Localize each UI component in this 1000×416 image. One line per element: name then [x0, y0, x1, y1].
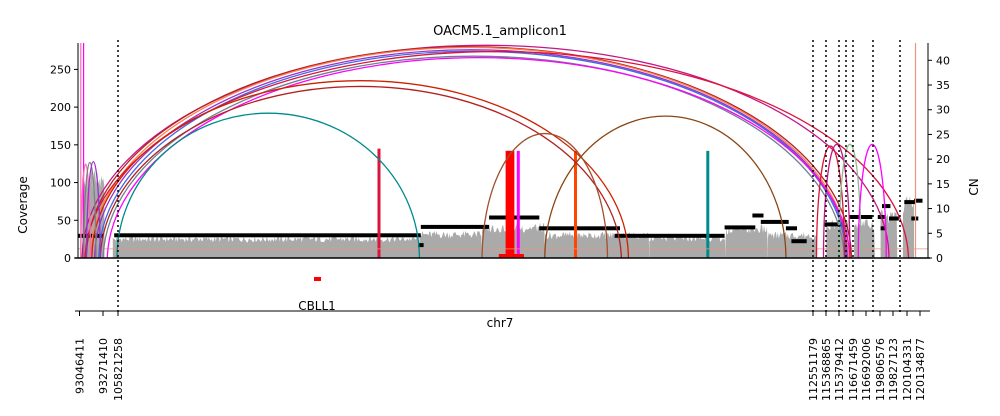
copy-number-segment [539, 226, 620, 231]
copy-number-segment [911, 216, 919, 221]
breakpoint-arc [815, 145, 846, 259]
coverage-segment [544, 231, 650, 258]
copy-number-segment [785, 226, 797, 231]
copy-number-segment [614, 233, 725, 238]
coverage-segment [112, 235, 420, 258]
breakpoint-arc [80, 163, 92, 259]
breakpoint-arc [544, 115, 787, 259]
x-axis-label: chr7 [487, 316, 514, 330]
x-tick-label: 120104331 [901, 338, 914, 401]
y2-tick-label: 30 [936, 104, 950, 117]
breakpoint-arc [481, 132, 609, 259]
y-axis-label: Coverage [16, 176, 30, 234]
x-tick-label: 112551179 [807, 338, 820, 401]
breakpoint-arc [84, 50, 910, 259]
copy-number-segment [114, 233, 421, 238]
y2-tick-label: 0 [936, 252, 943, 265]
breakpoint-arc [89, 46, 850, 259]
copy-number-segment [752, 213, 764, 218]
coverage-segment [767, 231, 817, 258]
copy-number-segment [724, 225, 756, 230]
amplification-base [498, 254, 524, 258]
y-tick-label: 200 [50, 101, 71, 114]
y-tick-label: 100 [50, 177, 71, 190]
breakpoint-arc [822, 143, 851, 259]
coverage-area-layer [82, 169, 915, 258]
copy-number-segment [420, 224, 490, 229]
coverage-segment [419, 230, 483, 258]
y-tick-label: 150 [50, 139, 71, 152]
x-tick-label: 119827123 [887, 338, 900, 401]
arc-layer [80, 44, 910, 259]
foldback-layer [78, 43, 928, 258]
segment-break-layer [117, 40, 901, 313]
x-tick-label: 116671459 [847, 338, 860, 401]
copy-number-segment [791, 239, 807, 244]
y-tick-label: 50 [57, 214, 71, 227]
y2-tick-label: 20 [936, 153, 950, 166]
breakpoint-arc [857, 143, 887, 259]
coverage-segment [902, 196, 915, 258]
breakpoint-arc [116, 112, 421, 259]
x-tick-label: 115379412 [833, 338, 846, 401]
coverage-segment [880, 209, 898, 258]
y-tick-label: 0 [64, 252, 71, 265]
y2-tick-label: 5 [936, 227, 943, 240]
chart-title: OACM5.1_amplicon1 [433, 24, 567, 39]
copy-number-segment [882, 204, 891, 209]
copy-number-segment [418, 243, 424, 248]
gene-label: CBLL1 [298, 299, 336, 313]
breakpoint-arc [94, 49, 848, 259]
breakpoint-arc [91, 80, 630, 259]
x-tick-label: 119806576 [874, 338, 887, 401]
copy-number-segment [889, 216, 899, 221]
copy-number-segment [880, 226, 887, 231]
breakpoint-arc [99, 85, 623, 259]
y2-axis-label: CN [967, 178, 981, 195]
copy-number-segment [904, 200, 916, 205]
coverage-segment [726, 224, 768, 258]
coverage-segment [854, 218, 875, 258]
axes-layer: 0 50 100 150 200 250 0 5 10 15 20 25 30 35 40 93046411 9… [50, 43, 950, 401]
breakpoint-arc [85, 46, 853, 259]
copy-number-segment [760, 219, 789, 224]
breakpoint-arc [102, 55, 846, 259]
y2-tick-label: 15 [936, 178, 950, 191]
x-tick-label: 105821258 [112, 338, 125, 401]
x-tick-label: 115368865 [820, 338, 833, 401]
x-tick-label: 93271410 [97, 338, 110, 394]
y2-tick-label: 25 [936, 128, 950, 141]
x-tick-label: 120134877 [914, 338, 927, 401]
x-tick-label: 116692006 [860, 338, 873, 401]
x-tick-label: 93046411 [74, 338, 87, 394]
y2-tick-label: 40 [936, 54, 950, 67]
amplification-block [505, 150, 515, 258]
y2-tick-label: 35 [936, 79, 950, 92]
breakpoint-arc [81, 44, 890, 259]
copy-number-segment [914, 198, 923, 203]
gene-marker [314, 277, 321, 281]
copy-number-segment [823, 222, 843, 227]
breakpoint-arc [82, 161, 97, 259]
y-tick-label: 250 [50, 63, 71, 76]
breakpoint-arc [85, 161, 101, 259]
coverage-segment [649, 235, 726, 258]
y2-tick-label: 10 [936, 203, 950, 216]
